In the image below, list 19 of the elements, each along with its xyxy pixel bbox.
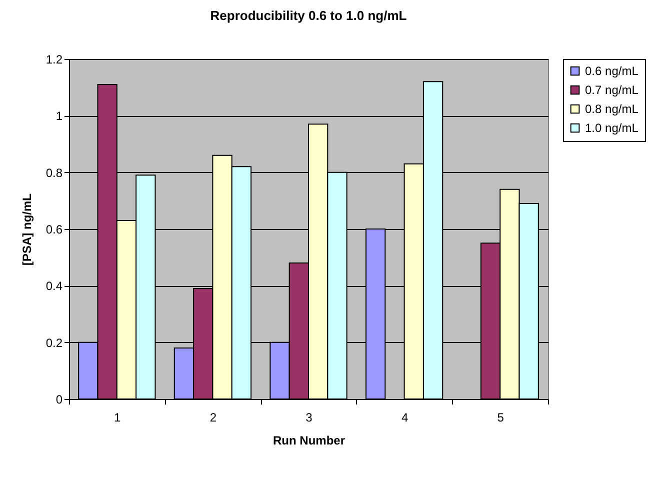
legend-label: 0.8 ng/mL <box>585 102 639 116</box>
y-tick-label: 0.4 <box>46 279 63 294</box>
y-tick-label: 0.8 <box>46 166 63 180</box>
y-axis-title: [PSA] ng/mL <box>20 194 34 266</box>
x-tick-label: 5 <box>497 410 504 424</box>
x-axis-title: Run Number <box>273 434 346 448</box>
y-tick-label: 0 <box>56 392 63 406</box>
legend-label: 1.0 ng/mL <box>585 121 639 135</box>
legend-label: 0.6 ng/mL <box>585 64 639 78</box>
x-tick-label: 4 <box>401 410 408 424</box>
x-tick-label: 1 <box>114 410 122 424</box>
legend-label: 0.7 ng/mL <box>585 83 639 97</box>
y-tick-label: 1 <box>56 109 63 124</box>
x-tick-label: 2 <box>210 410 217 424</box>
x-tick-label: 3 <box>306 410 313 424</box>
y-tick-label: 0.6 <box>46 222 63 236</box>
y-tick-label: 0.2 <box>46 336 63 350</box>
chart-title: Reproducibility 0.6 to 1.0 ng/mL <box>210 8 407 23</box>
y-tick-label: 1.2 <box>46 52 63 66</box>
